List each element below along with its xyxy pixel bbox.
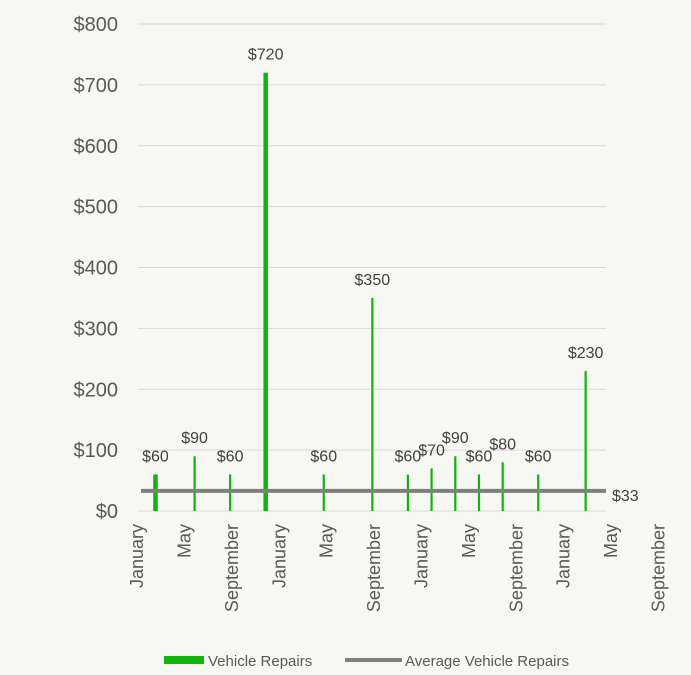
- bars: $60$90$60$720$60$350$60$70$90$60$80$60$2…: [142, 47, 604, 511]
- data-label: $60: [395, 448, 422, 465]
- y-tick-label: $200: [74, 379, 119, 401]
- x-tick-label: May: [601, 524, 621, 558]
- y-tick-label: $800: [74, 14, 119, 36]
- x-axis-ticks: January May September January May September Ja…: [127, 524, 668, 612]
- data-label: $60: [310, 448, 337, 465]
- gridlines: [138, 23, 606, 512]
- x-tick-label: May: [317, 524, 337, 558]
- x-tick-label: January: [554, 524, 574, 588]
- x-tick-label: September: [648, 524, 668, 612]
- data-label: $60: [142, 448, 169, 465]
- legend: Vehicle Repairs Average Vehicle Repairs: [164, 653, 569, 670]
- data-label: $90: [181, 430, 208, 447]
- x-tick-label: May: [174, 524, 194, 558]
- bar: [501, 462, 504, 511]
- bar: [193, 456, 196, 511]
- x-tick-label: January: [127, 524, 147, 588]
- bar: [263, 72, 268, 511]
- data-label: $70: [418, 442, 445, 459]
- y-tick-label: $700: [74, 75, 119, 97]
- average-line-group: $33: [141, 488, 639, 505]
- bar: [584, 370, 587, 511]
- bar: [371, 297, 374, 511]
- x-tick-label: September: [222, 524, 242, 612]
- legend-label: Vehicle Repairs: [208, 653, 312, 670]
- y-tick-label: $400: [74, 258, 119, 280]
- data-label: $350: [355, 272, 391, 289]
- data-label: $720: [248, 47, 284, 64]
- data-label: $90: [442, 430, 469, 447]
- y-tick-label: $0: [96, 501, 118, 523]
- legend-label: Average Vehicle Repairs: [405, 653, 569, 670]
- data-label: $60: [525, 448, 552, 465]
- data-label: $60: [217, 448, 244, 465]
- average-label: $33: [612, 488, 639, 505]
- data-label: $60: [466, 448, 493, 465]
- y-tick-label: $300: [74, 318, 119, 340]
- y-axis-ticks: $0 $100 $200 $300 $400 $500 $600 $700 $800: [74, 14, 119, 523]
- data-label: $80: [489, 436, 516, 453]
- x-tick-label: September: [364, 524, 384, 612]
- y-tick-label: $600: [74, 136, 119, 158]
- x-tick-label: January: [411, 524, 431, 588]
- legend-swatch-bar: [164, 656, 204, 664]
- x-tick-label: May: [459, 524, 479, 558]
- y-tick-label: $100: [74, 440, 119, 462]
- x-tick-label: January: [269, 524, 289, 588]
- x-tick-label: September: [506, 524, 526, 612]
- y-tick-label: $500: [74, 197, 119, 219]
- data-label: $230: [568, 345, 604, 362]
- bar: [454, 456, 457, 511]
